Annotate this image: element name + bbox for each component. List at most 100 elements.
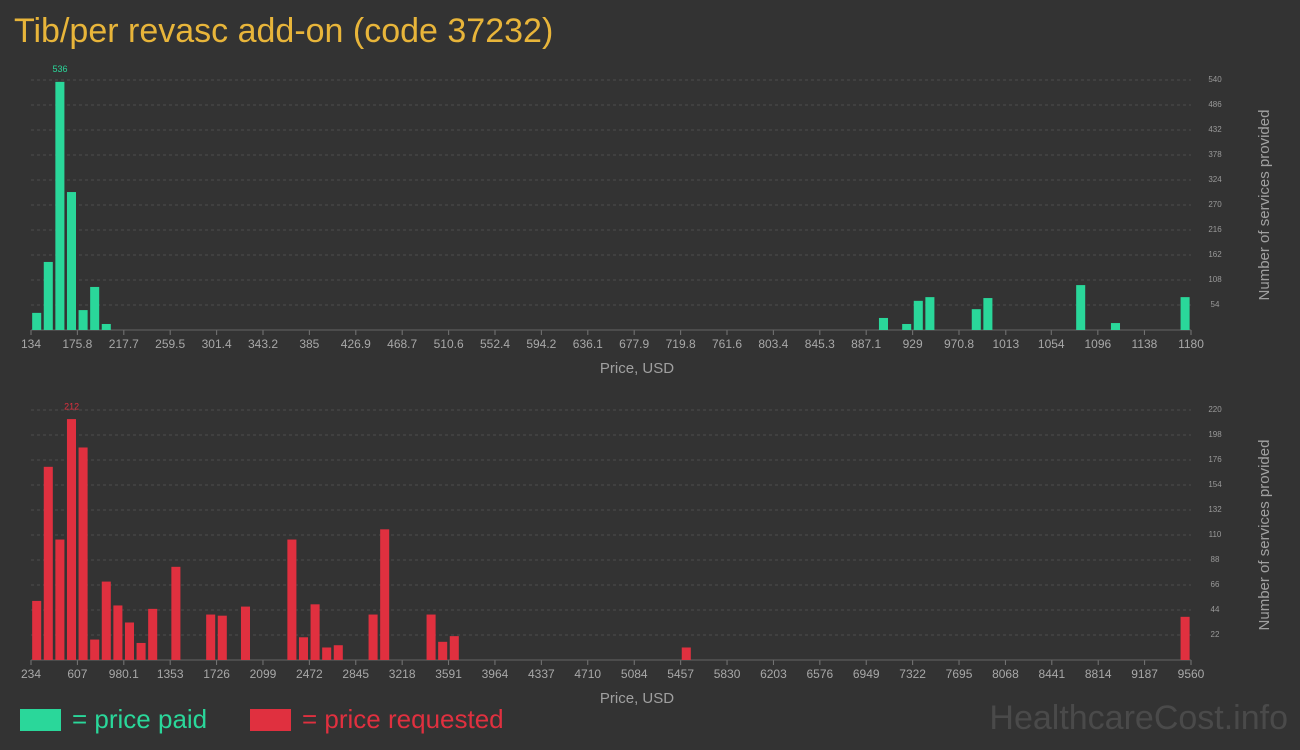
bar bbox=[206, 614, 216, 660]
x-tick-label: 301.4 bbox=[202, 337, 232, 351]
x-tick-label: 980.1 bbox=[109, 667, 139, 681]
bar bbox=[66, 419, 77, 660]
x-tick-label: 2845 bbox=[342, 667, 369, 681]
bar bbox=[78, 310, 88, 330]
x-tick-label: 3964 bbox=[482, 667, 509, 681]
y-tick-label: 108 bbox=[1208, 275, 1222, 284]
bar bbox=[878, 317, 889, 330]
y-tick-label: 486 bbox=[1208, 100, 1222, 109]
y-tick-label: 176 bbox=[1208, 455, 1222, 464]
chart-title: Tib/per revasc add-on (code 37232) bbox=[14, 12, 553, 50]
legend-swatch bbox=[250, 709, 291, 731]
watermark: HealthcareCost.info bbox=[989, 699, 1288, 737]
x-tick-label: 4710 bbox=[574, 667, 601, 681]
x-tick-label: 7322 bbox=[899, 667, 926, 681]
x-tick-label: 2472 bbox=[296, 667, 323, 681]
y-tick-label: 378 bbox=[1208, 150, 1222, 159]
x-axis-label: Price, USD bbox=[600, 360, 674, 377]
y-tick-label: 324 bbox=[1208, 175, 1222, 184]
y-tick-label: 540 bbox=[1208, 75, 1222, 84]
x-tick-label: 970.8 bbox=[944, 337, 974, 351]
x-tick-label: 3218 bbox=[389, 667, 416, 681]
x-tick-label: 510.6 bbox=[434, 337, 464, 351]
bar bbox=[368, 614, 378, 660]
x-tick-label: 5457 bbox=[667, 667, 694, 681]
bar bbox=[43, 261, 53, 330]
x-tick-label: 1180 bbox=[1178, 337, 1204, 351]
legend-label: = price requested bbox=[302, 704, 504, 734]
x-tick-label: 803.4 bbox=[758, 337, 788, 351]
x-tick-label: 134 bbox=[21, 337, 41, 351]
x-tick-label: 1353 bbox=[157, 667, 184, 681]
x-tick-label: 594.2 bbox=[526, 337, 556, 351]
x-tick-label: 1096 bbox=[1084, 337, 1111, 351]
y-tick-label: 270 bbox=[1208, 200, 1222, 209]
x-tick-label: 6576 bbox=[806, 667, 833, 681]
peak-label: 536 bbox=[52, 64, 67, 74]
bar bbox=[426, 614, 436, 660]
x-tick-label: 929 bbox=[903, 337, 923, 351]
bar bbox=[1076, 285, 1086, 330]
x-tick-label: 468.7 bbox=[387, 337, 417, 351]
x-tick-label: 607 bbox=[67, 667, 87, 681]
x-tick-label: 8814 bbox=[1085, 667, 1112, 681]
bar bbox=[55, 81, 65, 330]
x-tick-label: 7695 bbox=[946, 667, 973, 681]
bar bbox=[438, 641, 448, 660]
y-tick-label: 132 bbox=[1208, 505, 1222, 514]
bar bbox=[66, 192, 77, 330]
bar bbox=[171, 566, 181, 660]
x-tick-label: 636.1 bbox=[573, 337, 603, 351]
bar bbox=[971, 309, 981, 330]
x-tick-label: 175.8 bbox=[62, 337, 92, 351]
x-tick-label: 9560 bbox=[1178, 667, 1205, 681]
x-tick-label: 426.9 bbox=[341, 337, 371, 351]
bar bbox=[136, 642, 146, 660]
x-tick-label: 1013 bbox=[992, 337, 1019, 351]
legend-swatch bbox=[20, 709, 61, 731]
x-tick-label: 8068 bbox=[992, 667, 1019, 681]
x-tick-label: 4337 bbox=[528, 667, 555, 681]
bar bbox=[55, 539, 65, 660]
x-tick-label: 719.8 bbox=[666, 337, 696, 351]
bar bbox=[380, 529, 390, 660]
bar bbox=[1180, 297, 1190, 330]
bar bbox=[310, 604, 320, 660]
x-tick-label: 552.4 bbox=[480, 337, 510, 351]
bar bbox=[333, 645, 343, 660]
bar bbox=[217, 615, 227, 660]
bar bbox=[124, 622, 135, 660]
bar bbox=[101, 323, 111, 330]
bar bbox=[32, 600, 42, 660]
bar bbox=[148, 608, 158, 660]
bar bbox=[240, 606, 251, 660]
x-tick-label: 6949 bbox=[853, 667, 880, 681]
legend-label: = price paid bbox=[72, 704, 207, 734]
bar bbox=[322, 647, 332, 660]
x-tick-label: 3591 bbox=[435, 667, 462, 681]
bar bbox=[113, 605, 123, 660]
x-tick-label: 217.7 bbox=[109, 337, 139, 351]
bar bbox=[298, 637, 309, 660]
y-tick-label: 22 bbox=[1211, 630, 1220, 639]
peak-label: 212 bbox=[64, 401, 79, 411]
x-tick-label: 1054 bbox=[1038, 337, 1065, 351]
y-tick-label: 432 bbox=[1208, 125, 1222, 134]
bar bbox=[1110, 323, 1121, 330]
x-tick-label: 677.9 bbox=[619, 337, 649, 351]
bar bbox=[43, 466, 53, 660]
bar bbox=[983, 298, 993, 330]
y-axis-label: Number of services provided bbox=[1256, 440, 1273, 631]
bar bbox=[925, 297, 935, 330]
bar bbox=[1180, 616, 1190, 660]
bar bbox=[78, 447, 88, 660]
x-tick-label: 8441 bbox=[1038, 667, 1065, 681]
x-tick-label: 6203 bbox=[760, 667, 787, 681]
x-tick-label: 9187 bbox=[1131, 667, 1158, 681]
x-tick-label: 887.1 bbox=[851, 337, 881, 351]
bar bbox=[32, 312, 42, 330]
bar bbox=[902, 323, 912, 330]
bar bbox=[681, 647, 691, 660]
y-tick-label: 66 bbox=[1211, 580, 1220, 589]
